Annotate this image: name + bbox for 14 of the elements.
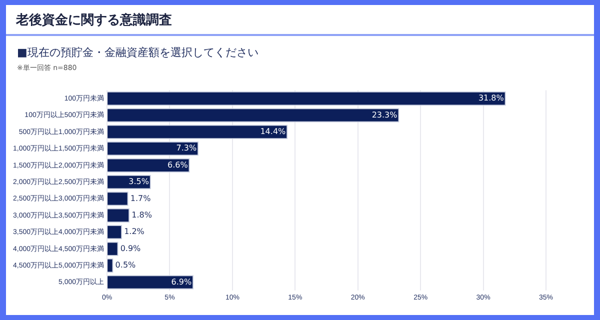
data-label: 31.8%	[478, 94, 504, 103]
chart-title: 老後資金に関する意識調査	[16, 12, 172, 29]
data-label: 3.5%	[128, 177, 150, 186]
chart-subtitle: ■現在の預貯金・金融資産額を選択してください	[17, 45, 258, 60]
data-label: 23.3%	[372, 110, 398, 120]
data-label: 1.2%	[124, 227, 145, 236]
data-label: 0.5%	[115, 260, 136, 270]
data-label: 1.8%	[132, 210, 152, 220]
data-label: 6.6%	[167, 160, 188, 170]
data-label: 6.9%	[171, 277, 192, 286]
data-label: 14.4%	[260, 127, 286, 136]
data-label: 1.7%	[130, 194, 152, 203]
data-label: 0.9%	[120, 244, 142, 253]
data-label: 7.3%	[176, 144, 197, 153]
